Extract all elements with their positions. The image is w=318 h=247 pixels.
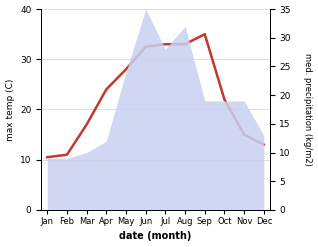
Y-axis label: max temp (C): max temp (C)	[5, 78, 15, 141]
Y-axis label: med. precipitation (kg/m2): med. precipitation (kg/m2)	[303, 53, 313, 166]
X-axis label: date (month): date (month)	[119, 231, 192, 242]
